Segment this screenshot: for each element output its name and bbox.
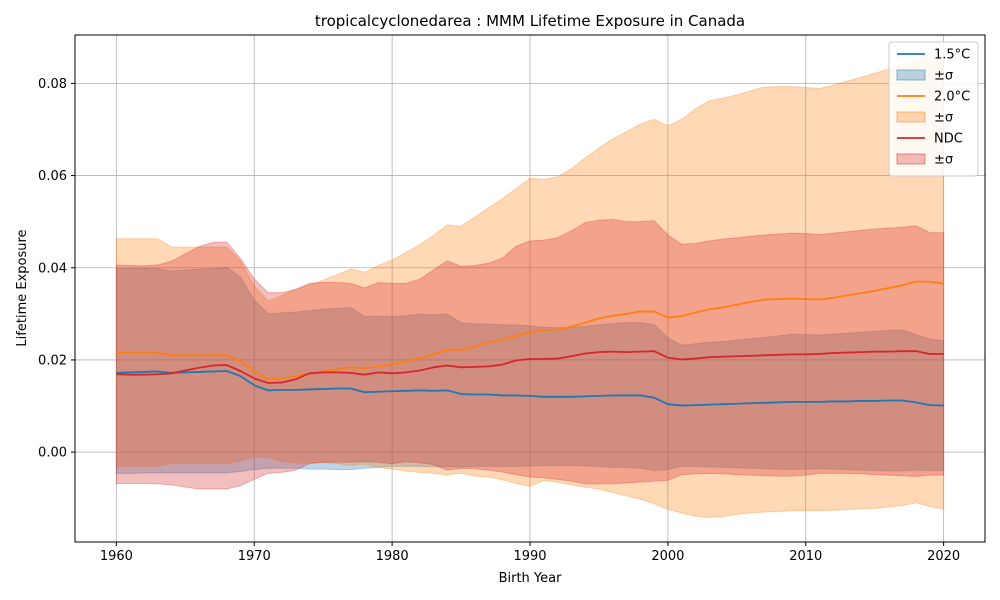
line-series-0 <box>116 370 944 407</box>
legend: 1.5°C ±σ 2.0°C ±σ NDC ±σ <box>888 41 979 177</box>
legend-label: NDC <box>934 132 963 147</box>
legend-label: 2.0°C <box>934 90 970 105</box>
y-axis: 0.00 0.02 0.04 0.06 0.08 <box>38 77 75 461</box>
legend-band-label: ±σ <box>934 69 953 84</box>
band-series-1 <box>115 56 945 519</box>
grid-lines <box>75 35 985 542</box>
x-tick-label: 2020 <box>927 549 960 564</box>
band-series-0 <box>115 266 945 474</box>
y-tick-label: 0.00 <box>38 446 67 461</box>
plot-area <box>74 34 986 543</box>
line-series-1 <box>116 280 944 381</box>
band-series-2 <box>115 218 945 490</box>
legend-band-swatch <box>896 69 926 81</box>
series-lines <box>116 280 944 407</box>
legend-band-swatch <box>896 153 926 165</box>
x-tick-label: 1960 <box>100 549 133 564</box>
legend-box <box>888 41 979 177</box>
legend-band-swatch <box>896 111 926 123</box>
y-tick-label: 0.04 <box>38 261 67 276</box>
x-tick-label: 1990 <box>513 549 546 564</box>
legend-label: 1.5°C <box>934 48 970 63</box>
x-tick-label: 1970 <box>238 549 271 564</box>
legend-band-label: ±σ <box>934 153 953 168</box>
y-tick-label: 0.02 <box>38 353 67 368</box>
x-tick-label: 2000 <box>651 549 684 564</box>
y-tick-label: 0.06 <box>38 169 67 184</box>
chart-title: tropicalcyclonedarea : MMM Lifetime Expo… <box>315 12 745 30</box>
line-series-2 <box>116 350 944 384</box>
x-tick-label: 2010 <box>789 549 822 564</box>
x-tick-label: 1980 <box>376 549 409 564</box>
uncertainty-bands <box>115 56 945 519</box>
y-tick-label: 0.08 <box>38 77 67 92</box>
x-axis-label: Birth Year <box>499 571 563 586</box>
y-axis-label: Lifetime Exposure <box>15 229 30 346</box>
x-axis: 1960 1970 1980 1990 2000 2010 2020 <box>100 542 960 564</box>
legend-band-label: ±σ <box>934 111 953 126</box>
